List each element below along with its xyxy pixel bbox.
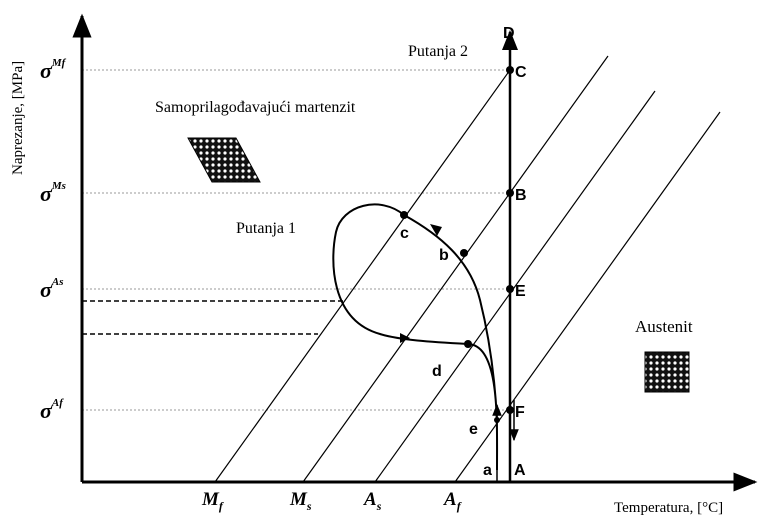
temp-label: Mf bbox=[201, 489, 224, 513]
point-label: C bbox=[515, 64, 527, 81]
austenite-label: Austenit bbox=[635, 317, 693, 336]
martensite-label: Samoprilagođavajući martenzit bbox=[155, 99, 356, 116]
path-1-label: Putanja 1 bbox=[236, 220, 296, 237]
points bbox=[400, 66, 514, 423]
temp-label: As bbox=[363, 489, 382, 513]
stress-symbol: σMs bbox=[40, 180, 66, 206]
stress-symbol: σAf bbox=[40, 397, 64, 423]
path-2-label: Putanja 2 bbox=[408, 43, 468, 60]
dashes bbox=[82, 300, 345, 335]
stress-symbol: σAs bbox=[40, 276, 63, 302]
point-label: A bbox=[514, 462, 526, 479]
point-label: E bbox=[515, 283, 526, 300]
point-label: d bbox=[432, 363, 442, 380]
point-label: F bbox=[515, 404, 525, 421]
point-label: a bbox=[483, 462, 492, 479]
point-label: e bbox=[469, 421, 478, 438]
point-label: b bbox=[439, 247, 449, 264]
point-label: c bbox=[400, 225, 409, 242]
martensite-icon bbox=[187, 137, 261, 183]
temp-label: Ms bbox=[289, 489, 312, 513]
point-label: B bbox=[515, 187, 527, 204]
stress-symbol: σMf bbox=[40, 57, 67, 83]
y-axis-label: Naprezanje, [MPa] bbox=[10, 61, 26, 175]
austenite-icon bbox=[644, 351, 690, 393]
point-label: D bbox=[503, 25, 515, 42]
x-axis-label: Temperatura, [°C] bbox=[614, 500, 723, 516]
grid bbox=[82, 69, 510, 411]
axes bbox=[72, 13, 758, 492]
transformation-lines bbox=[214, 55, 721, 483]
temp-label: Af bbox=[443, 489, 462, 513]
